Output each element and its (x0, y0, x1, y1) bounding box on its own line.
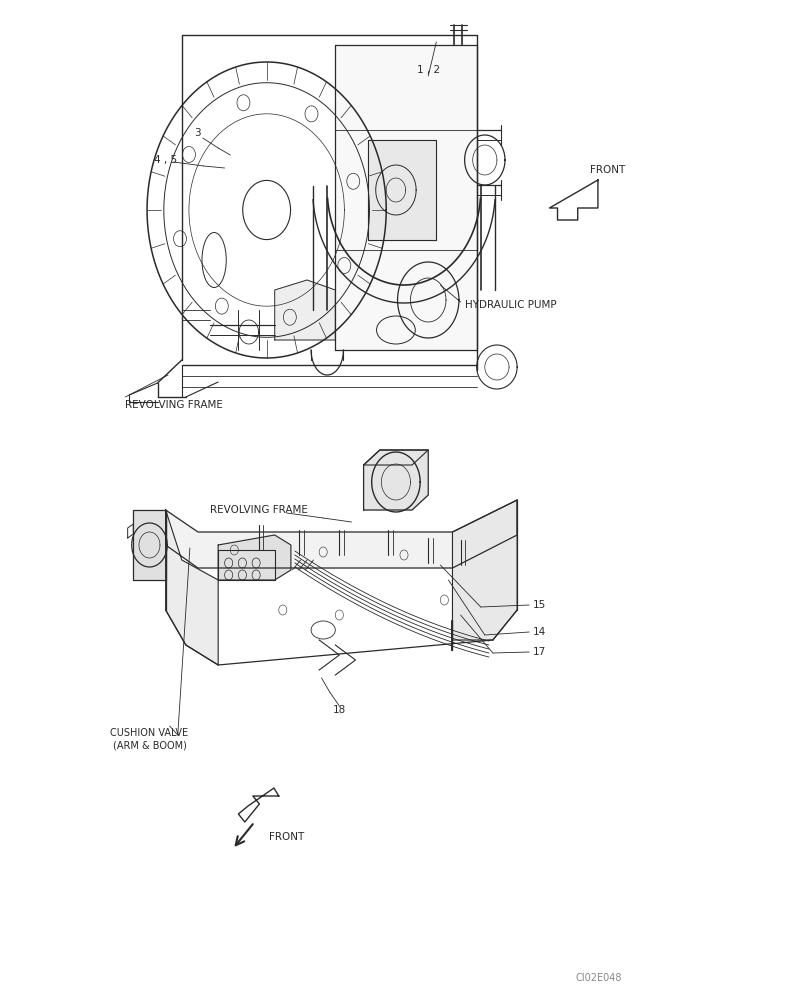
Polygon shape (335, 45, 477, 350)
Text: 15: 15 (533, 600, 546, 610)
Polygon shape (166, 510, 218, 665)
Text: 1 , 2: 1 , 2 (417, 65, 440, 75)
Polygon shape (218, 535, 291, 580)
Text: 4 , 5: 4 , 5 (154, 155, 177, 165)
Text: 3: 3 (195, 128, 201, 138)
Text: 14: 14 (533, 627, 546, 637)
Text: 18: 18 (333, 705, 346, 715)
Polygon shape (452, 500, 517, 640)
Polygon shape (133, 510, 166, 580)
Polygon shape (166, 500, 517, 568)
Polygon shape (549, 180, 598, 220)
Text: HYDRAULIC PUMP: HYDRAULIC PUMP (465, 300, 556, 310)
Polygon shape (368, 140, 436, 240)
Polygon shape (364, 450, 428, 510)
Text: CUSHION VALVE
(ARM & BOOM): CUSHION VALVE (ARM & BOOM) (111, 728, 188, 750)
Text: CI02E048: CI02E048 (575, 973, 622, 983)
Text: REVOLVING FRAME: REVOLVING FRAME (125, 400, 223, 410)
Polygon shape (275, 280, 335, 340)
Text: FRONT: FRONT (269, 832, 305, 842)
Text: FRONT: FRONT (590, 165, 625, 175)
Text: REVOLVING FRAME: REVOLVING FRAME (209, 505, 308, 515)
Polygon shape (238, 788, 279, 822)
Text: 17: 17 (533, 647, 546, 657)
